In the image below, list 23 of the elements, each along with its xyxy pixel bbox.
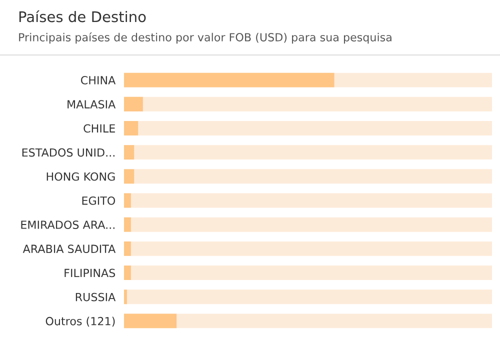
bar — [124, 290, 127, 304]
bar — [124, 217, 131, 232]
y-tick-label: EMIRADOS ARA... — [21, 220, 114, 229]
bar — [124, 193, 131, 208]
bar — [124, 96, 143, 112]
bar — [124, 241, 131, 256]
y-tick-label: CHINA — [80, 76, 116, 84]
chart-title: Países de Destino — [19, 10, 146, 22]
y-tick-label: MALASIA — [68, 100, 116, 109]
y-tick-label: HONG KONG — [46, 172, 115, 181]
bar — [124, 314, 177, 328]
bar — [124, 121, 138, 136]
y-tick-label: ESTADOS UNID... — [22, 148, 114, 157]
y-tick-label: Outros (121) — [46, 316, 115, 327]
bar — [124, 145, 134, 160]
y-tick-label: RUSSIA — [76, 292, 116, 302]
y-tick-label: EGITO — [82, 196, 116, 205]
y-tick-label: FILIPINAS — [64, 268, 116, 278]
chart-subtitle: Principais países de destino por valor FOB (USD) para sua pesquisa — [19, 32, 392, 44]
bar — [124, 169, 134, 184]
y-tick-label: CHILE — [84, 124, 115, 133]
y-tick-label: ARABIA SAUDITA — [22, 244, 116, 254]
bar — [124, 266, 131, 280]
